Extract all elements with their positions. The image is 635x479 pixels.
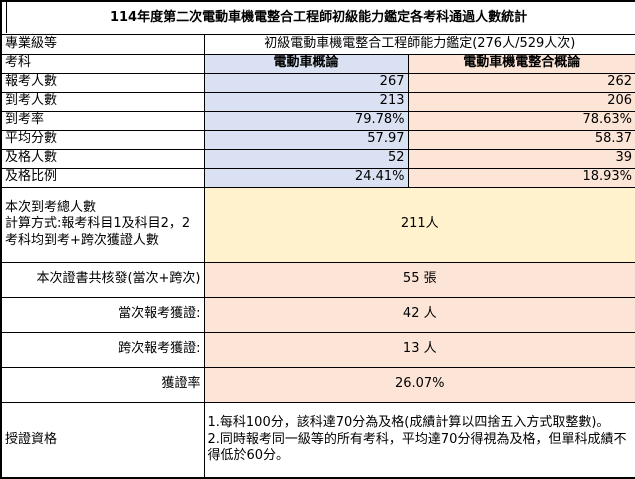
row-label: 到考率 <box>0 110 205 131</box>
level-label: 專業級等 <box>0 33 205 55</box>
title-row-left-cell-divider <box>6 2 7 33</box>
row-value-col1: 24.41% <box>203 167 409 188</box>
row-label: 當次報考獲證: <box>0 296 205 333</box>
certificates-issued-row: 本次證書共核發(當次+跨次) 55 張 <box>0 261 635 298</box>
row-value-col1: 52 <box>203 148 409 169</box>
row-value-col1: 79.78% <box>203 110 409 131</box>
row-label: 平均分數 <box>0 129 205 150</box>
level-row: 專業級等 初級電動車機電整合工程師能力鑑定(276人/529人次) <box>0 33 635 55</box>
row-value: 42 人 <box>203 296 635 333</box>
row-value: 55 張 <box>203 261 635 298</box>
page-title: 114年度第二次電動車機電整合工程師初級能力鑑定各考科通過人數統計 <box>0 0 635 35</box>
row-label: 及格人數 <box>0 148 205 169</box>
level-value: 初級電動車機電整合工程師能力鑑定(276人/529人次) <box>203 33 635 55</box>
total-attended-label: 本次到考總人數 計算方式:報考科目1及科目2，2考科均到考+跨次獲證人數 <box>0 186 205 263</box>
table-row-pass-rate: 及格比例 24.41% 18.93% <box>0 167 635 188</box>
qualification-note-line2: 2.同時報考同一級等的所有考科，平均達70分得視為及格，但單科成績不得低於60分… <box>207 431 627 463</box>
row-value: 26.07% <box>203 366 635 403</box>
qualification-label: 授證資格 <box>0 401 205 479</box>
row-value-col2: 18.93% <box>407 167 635 188</box>
subject-label: 考科 <box>0 53 205 74</box>
row-value-col1: 213 <box>203 91 409 112</box>
certification-rate-row: 獲證率 26.07% <box>0 366 635 403</box>
row-value-col1: 267 <box>203 72 409 93</box>
title-row: 114年度第二次電動車機電整合工程師初級能力鑑定各考科通過人數統計 <box>0 0 635 35</box>
total-attended-value: 211人 <box>203 186 635 263</box>
row-label: 及格比例 <box>0 167 205 188</box>
table-row-attended: 到考人數 213 206 <box>0 91 635 112</box>
row-value-col2: 262 <box>407 72 635 93</box>
row-label: 跨次報考獲證: <box>0 331 205 368</box>
subject-header-row: 考科 電動車概論 電動車機電整合概論 <box>0 53 635 74</box>
row-value-col1: 57.97 <box>203 129 409 150</box>
subject-col2-header: 電動車機電整合概論 <box>407 53 635 74</box>
row-label: 本次證書共核發(當次+跨次) <box>0 261 205 298</box>
qualification-row: 授證資格 1.每科100分，該科達70分為及格(成績計算以四捨五入方式取整數)。… <box>0 401 635 479</box>
row-label: 報考人數 <box>0 72 205 93</box>
table-row-attendance-rate: 到考率 79.78% 78.63% <box>0 110 635 131</box>
total-attended-row: 本次到考總人數 計算方式:報考科目1及科目2，2考科均到考+跨次獲證人數 211… <box>0 186 635 263</box>
qualification-note: 1.每科100分，該科達70分為及格(成績計算以四捨五入方式取整數)。 2.同時… <box>203 401 635 479</box>
table-row-passed-count: 及格人數 52 39 <box>0 148 635 169</box>
row-value-col2: 78.63% <box>407 110 635 131</box>
row-value-col2: 206 <box>407 91 635 112</box>
total-attended-label-line2: 計算方式:報考科目1及科目2，2考科均到考+跨次獲證人數 <box>5 216 191 248</box>
table-row-registered: 報考人數 267 262 <box>0 72 635 93</box>
subject-col1-header: 電動車概論 <box>203 53 409 74</box>
current-session-certified-row: 當次報考獲證: 42 人 <box>0 296 635 333</box>
row-value: 13 人 <box>203 331 635 368</box>
row-label: 獲證率 <box>0 366 205 403</box>
row-label: 到考人數 <box>0 91 205 112</box>
row-value-col2: 58.37 <box>407 129 635 150</box>
table-row-average-score: 平均分數 57.97 58.37 <box>0 129 635 150</box>
total-attended-label-line1: 本次到考總人數 <box>5 200 97 216</box>
cross-session-certified-row: 跨次報考獲證: 13 人 <box>0 331 635 368</box>
qualification-note-line1: 1.每科100分，該科達70分為及格(成績計算以四捨五入方式取整數)。 <box>207 415 610 431</box>
row-value-col2: 39 <box>407 148 635 169</box>
